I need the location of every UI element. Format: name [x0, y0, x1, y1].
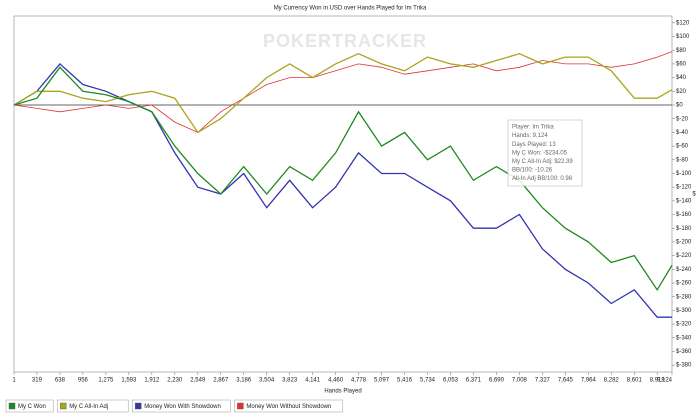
y-tick-label: $40	[676, 75, 687, 81]
y-tick-label: $-180	[676, 226, 692, 232]
legend-item	[234, 399, 344, 413]
tooltip-line: Player: Im Trika	[512, 125, 554, 131]
x-tick-label: 4,460	[328, 378, 344, 384]
x-tick-label: 1,275	[98, 378, 114, 384]
x-tick-label: 1,593	[121, 378, 137, 384]
x-tick-label: 6,371	[466, 378, 482, 384]
y-tick-label: $-120	[676, 185, 692, 191]
x-tick-label: 4,141	[305, 378, 321, 384]
tooltip: Player: Im Trika Hands: 9,124 Days Played:…	[507, 119, 583, 187]
watermark: POKERTRACKER	[263, 31, 427, 51]
x-tick-label: 3,823	[282, 378, 298, 384]
legend-label: My C All-In Adj	[69, 404, 108, 410]
tooltip-box	[507, 119, 583, 187]
legend-item	[56, 399, 129, 413]
y-tick-label: $80	[676, 48, 687, 54]
legend-swatch	[8, 402, 16, 410]
y-tick-label: $-140	[676, 198, 692, 204]
x-tick-label: 7,964	[581, 378, 597, 384]
x-tick-label: 1,912	[144, 378, 160, 384]
legend-label: Money Won With Showdown	[144, 404, 221, 410]
x-tick-label: 6,053	[443, 378, 459, 384]
x-tick-label: 2,867	[213, 378, 229, 384]
x-tick-label: 3,504	[259, 378, 275, 384]
x-tick-label: 5,416	[397, 378, 413, 384]
y-tick-label: $-300	[676, 308, 692, 314]
legend-swatch	[134, 402, 142, 410]
y-tick-label: $100	[676, 34, 690, 40]
series-line	[13, 51, 673, 133]
tooltip-line: My C Won: -$234.05	[512, 150, 568, 156]
legend-label: My C Won	[18, 404, 46, 410]
y-tick-label: $-220	[676, 253, 692, 259]
x-tick-label: 8,282	[604, 378, 620, 384]
y-tick-label: $-280	[676, 294, 692, 300]
y-tick-label: $0	[676, 103, 683, 109]
x-tick-label: 319	[32, 378, 43, 384]
x-tick-label: 8,601	[627, 378, 643, 384]
legend-label: Money Won Without Showdown	[246, 404, 331, 410]
x-tick-label: 7,645	[558, 378, 574, 384]
x-tick-label: 5,734	[420, 378, 436, 384]
y-tick-label: $-240	[676, 267, 692, 273]
y-tick-label: $-360	[676, 349, 692, 355]
x-axis-label: Hands Played	[324, 389, 361, 395]
tooltip-line: My C All-In Adj: $22.39	[512, 159, 573, 165]
x-tick-label: 7,008	[512, 378, 528, 384]
series-line	[13, 52, 673, 134]
y-tick-label: $20	[676, 89, 687, 95]
x-tick-label: 8,919	[650, 378, 666, 384]
tooltip-line: Hands: 9,124	[512, 133, 548, 139]
y-tick-label: $120	[676, 20, 690, 26]
chart-title: My Currency Won in USD over Hands Played…	[274, 6, 427, 12]
x-tick-label: 7,327	[535, 378, 551, 384]
y-axis-label: $	[692, 192, 696, 198]
y-tick-label: $-160	[676, 212, 692, 218]
x-tick-label: 3,186	[236, 378, 252, 384]
y-tick-label: $-20	[676, 116, 689, 122]
y-tick-label: $-200	[676, 240, 692, 246]
x-tick-label: 6,690	[489, 378, 505, 384]
tooltip-line: BB/100: -10.26	[512, 168, 553, 174]
legend-item	[5, 399, 54, 413]
plot-frame	[13, 15, 673, 373]
x-tick-label: 2,230	[167, 378, 183, 384]
tooltip-line: All-In Adj BB/100: 0.98	[512, 176, 573, 182]
legend-swatch	[60, 402, 67, 410]
y-tick-label: $-320	[676, 322, 692, 328]
y-tick-label: $-100	[676, 171, 692, 177]
series-line	[13, 66, 673, 292]
x-tick-label: 9,124	[657, 378, 673, 384]
legend-item	[131, 399, 231, 413]
y-tick-label: $-340	[676, 335, 692, 341]
x-tick-label: 638	[55, 378, 66, 384]
y-tick-label: $-60	[676, 144, 689, 150]
x-tick-label: 956	[78, 378, 89, 384]
y-tick-label: $-80	[676, 157, 689, 163]
y-tick-label: $-380	[676, 363, 692, 369]
tooltip-line: Days Played: 13	[512, 142, 556, 148]
x-tick-label: 1	[12, 378, 16, 384]
x-tick-label: 2,549	[190, 378, 206, 384]
x-tick-label: 4,778	[351, 378, 367, 384]
y-tick-label: $-40	[676, 130, 689, 136]
legend-swatch	[237, 402, 244, 410]
y-tick-label: $-260	[676, 281, 692, 287]
y-tick-label: $60	[676, 62, 687, 68]
x-tick-label: 5,097	[374, 378, 390, 384]
